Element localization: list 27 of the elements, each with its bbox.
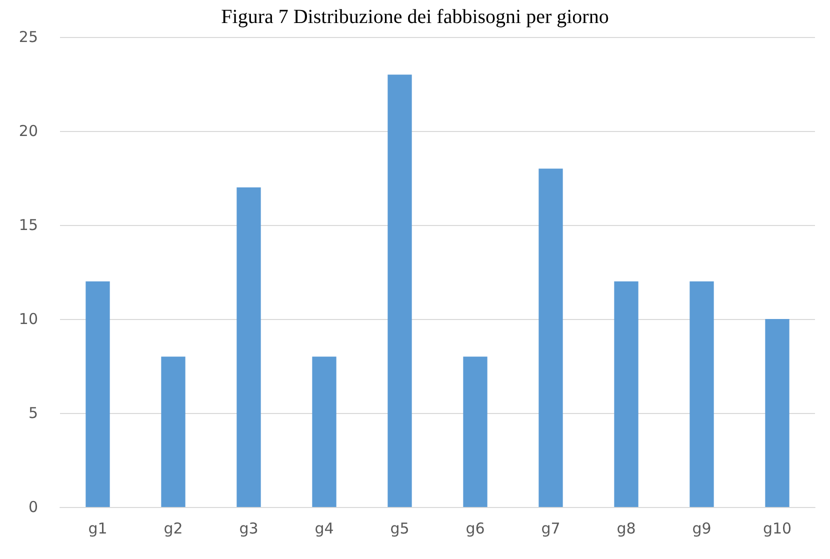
x-tick-label: g2 [164,520,183,538]
x-tick-label: g4 [314,520,334,538]
bar [538,168,563,507]
x-tick-label: g1 [88,520,108,538]
x-tick-label: g8 [616,520,636,538]
bar [690,281,714,507]
y-tick-label: 20 [18,122,38,140]
y-tick-label: 15 [18,216,38,234]
bar [86,281,110,507]
bar [388,74,412,507]
chart-title: Figura 7 Distribuzione dei fabbisogni per giorno [221,6,609,28]
x-tick-label: g6 [466,520,485,538]
x-tick-label: g10 [762,520,792,538]
bar [463,356,488,507]
y-tick-label: 5 [28,404,38,422]
y-tick-label: 0 [28,498,38,516]
x-tick-label: g5 [390,520,410,538]
y-tick-label: 25 [18,28,38,46]
bar [236,187,261,507]
x-tick-label: g3 [239,520,258,538]
x-tick-label: g7 [541,520,560,538]
bar [614,281,638,507]
bar [161,356,186,507]
x-tick-label: g9 [692,520,712,538]
bar [765,319,790,507]
bar [312,356,336,507]
y-tick-label: 10 [18,310,38,328]
